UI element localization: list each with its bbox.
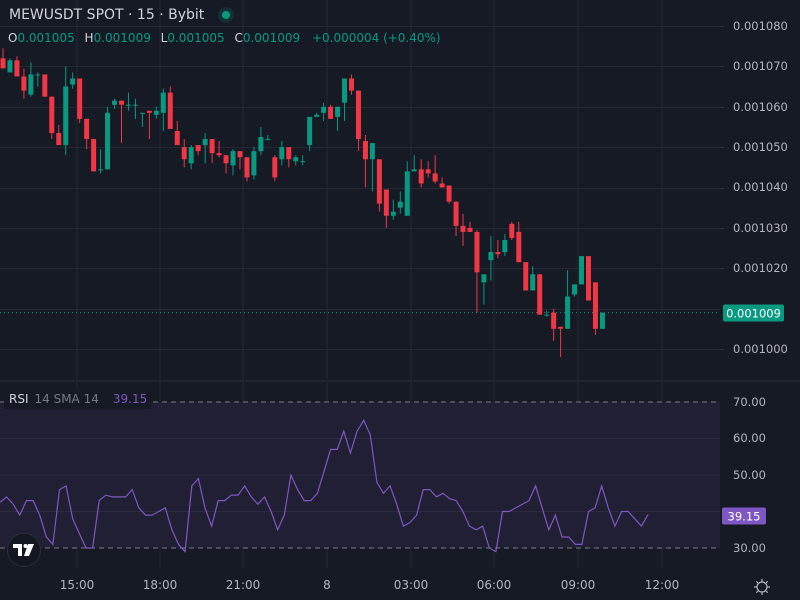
rsi-tick: 70.00 xyxy=(733,395,766,409)
price-tick: 0.001020 xyxy=(733,261,788,275)
change-value: +0.000004 (+0.40%) xyxy=(311,31,441,45)
price-tick: 0.001070 xyxy=(733,59,788,73)
time-tick: 8 xyxy=(323,578,331,592)
rsi-name: RSI xyxy=(9,392,29,406)
price-tick: 0.001040 xyxy=(733,180,788,194)
time-tick: 03:00 xyxy=(393,578,429,592)
tradingview-logo-icon[interactable] xyxy=(7,533,41,567)
open-label: O xyxy=(8,31,18,45)
time-tick: 06:00 xyxy=(476,578,512,592)
time-tick: 18:00 xyxy=(142,578,178,592)
current-price-badge: 0.001009 xyxy=(723,304,784,322)
high-label: H xyxy=(84,31,94,45)
rsi-line xyxy=(0,419,649,553)
rsi-tick: 50.00 xyxy=(733,468,766,482)
high-value: 0.001009 xyxy=(93,31,151,45)
price-tick: 0.001050 xyxy=(733,140,788,154)
time-tick: 15:00 xyxy=(59,578,95,592)
close-value: 0.001009 xyxy=(242,31,301,45)
rsi-tick: 30.00 xyxy=(733,541,766,555)
rsi-params: 14 SMA 14 xyxy=(34,392,99,406)
price-tick: 0.001080 xyxy=(733,19,788,33)
price-tick: 0.001030 xyxy=(733,221,788,235)
symbol-legend[interactable]: MEWUSDT SPOT · 15 · Bybit xyxy=(9,7,235,23)
rsi-band-lines xyxy=(0,401,720,549)
symbol-title: MEWUSDT SPOT · 15 · Bybit xyxy=(9,7,205,23)
rsi-legend[interactable]: RSI 14 SMA 14 39.15 xyxy=(4,389,152,409)
time-tick: 09:00 xyxy=(560,578,596,592)
time-tick: 12:00 xyxy=(644,578,680,592)
ohlc-values: O0.001005 H0.001009 L0.001005 C0.001009 … xyxy=(8,31,441,45)
market-status-icon xyxy=(218,7,235,23)
rsi-tick: 60.00 xyxy=(733,431,766,445)
open-value: 0.001005 xyxy=(17,31,75,45)
price-tick: 0.001000 xyxy=(733,342,788,356)
rsi-value: 39.15 xyxy=(112,392,148,406)
price-tick: 0.001060 xyxy=(733,100,788,114)
low-value: 0.001005 xyxy=(167,31,225,45)
rsi-value-badge: 39.15 xyxy=(722,507,766,525)
time-tick: 21:00 xyxy=(225,578,261,592)
candlesticks xyxy=(0,48,605,358)
low-label: L xyxy=(160,31,168,45)
close-label: C xyxy=(234,31,243,45)
gear-icon[interactable] xyxy=(753,578,771,596)
